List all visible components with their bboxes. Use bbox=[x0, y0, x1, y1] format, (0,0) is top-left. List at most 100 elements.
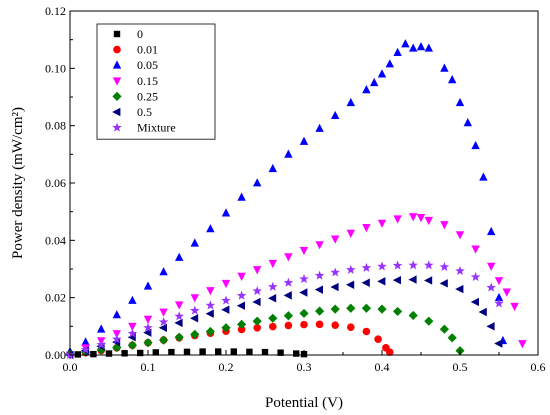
data-point bbox=[190, 314, 199, 323]
y-tick-label: 0.08 bbox=[45, 119, 66, 133]
data-point bbox=[268, 281, 278, 291]
data-point bbox=[143, 315, 153, 324]
legend: 0 0.010.05 0.150.25 0.5 Mixture bbox=[96, 23, 216, 140]
data-point bbox=[112, 310, 121, 319]
x-tick-label: 0.5 bbox=[453, 360, 468, 374]
data-point bbox=[361, 262, 372, 272]
data-point bbox=[90, 350, 97, 358]
data-point bbox=[510, 302, 519, 312]
data-point bbox=[268, 294, 277, 303]
data-point bbox=[494, 277, 504, 286]
data-point bbox=[331, 321, 340, 329]
data-point bbox=[152, 349, 159, 356]
data-point bbox=[448, 75, 457, 84]
x-tick-label: 0.0 bbox=[63, 360, 78, 374]
data-point bbox=[190, 238, 199, 247]
data-point bbox=[424, 216, 433, 226]
series-1 bbox=[81, 320, 394, 357]
y-axis: 0.00 0.02 0.04 0.06 0.08 0.10 0.12 bbox=[45, 4, 75, 362]
data-point bbox=[221, 305, 230, 314]
data-point bbox=[143, 322, 153, 332]
data-point bbox=[284, 149, 293, 158]
data-point bbox=[486, 282, 496, 292]
data-point bbox=[174, 311, 184, 321]
data-point bbox=[205, 309, 214, 318]
data-point bbox=[330, 304, 340, 314]
data-point bbox=[392, 260, 403, 270]
data-point bbox=[268, 313, 278, 323]
data-point bbox=[252, 297, 261, 307]
data-point bbox=[253, 323, 261, 332]
data-point bbox=[330, 282, 339, 292]
data-point bbox=[424, 43, 433, 52]
data-point bbox=[470, 272, 481, 282]
legend-marker bbox=[113, 30, 121, 38]
data-point bbox=[377, 69, 387, 78]
data-point bbox=[408, 260, 418, 270]
data-point bbox=[143, 338, 153, 348]
data-point bbox=[447, 333, 457, 343]
legend-label: Mixture bbox=[137, 121, 176, 135]
data-point bbox=[97, 324, 106, 333]
data-point bbox=[96, 345, 106, 355]
data-point bbox=[174, 332, 184, 342]
data-point bbox=[236, 301, 245, 310]
data-point bbox=[96, 339, 106, 349]
data-point bbox=[299, 308, 309, 319]
data-point bbox=[401, 39, 410, 48]
data-point bbox=[377, 219, 387, 228]
data-point bbox=[252, 316, 262, 326]
legend-marker bbox=[112, 122, 122, 132]
data-point bbox=[374, 335, 382, 344]
data-point bbox=[470, 297, 479, 307]
data-point bbox=[127, 340, 137, 350]
data-point bbox=[314, 270, 325, 280]
data-point bbox=[361, 278, 370, 287]
data-point bbox=[346, 229, 355, 238]
data-point bbox=[502, 288, 511, 297]
data-point bbox=[127, 328, 138, 338]
y-tick-label: 0.10 bbox=[45, 61, 66, 75]
data-point bbox=[253, 178, 262, 187]
data-point bbox=[221, 323, 231, 333]
data-point bbox=[439, 279, 448, 288]
data-point bbox=[424, 260, 434, 270]
data-point bbox=[299, 274, 309, 284]
data-point bbox=[175, 252, 184, 261]
data-point bbox=[112, 330, 121, 339]
x-axis-label: Potential (V) bbox=[265, 395, 343, 411]
data-point bbox=[478, 307, 487, 317]
data-point bbox=[455, 97, 465, 107]
data-point bbox=[237, 272, 246, 281]
data-point bbox=[159, 335, 169, 345]
data-point bbox=[314, 285, 323, 294]
data-point bbox=[494, 292, 504, 302]
data-point bbox=[494, 339, 503, 348]
data-point bbox=[518, 340, 527, 349]
data-point bbox=[300, 320, 308, 329]
y-tick-label: 0.02 bbox=[45, 291, 66, 305]
series-2 bbox=[65, 39, 508, 355]
data-point bbox=[385, 59, 394, 68]
x-axis: 0.0 0.1 0.2 0.3 0.4 0.5 0.6 bbox=[63, 350, 546, 374]
data-point bbox=[221, 279, 231, 289]
data-point bbox=[284, 321, 293, 330]
legend-marker bbox=[112, 60, 122, 69]
data-point bbox=[487, 226, 496, 236]
data-point bbox=[424, 276, 433, 285]
data-point bbox=[158, 317, 169, 327]
data-point bbox=[409, 213, 418, 222]
data-point bbox=[471, 140, 480, 150]
data-point bbox=[246, 348, 253, 356]
data-point bbox=[494, 298, 504, 308]
data-point bbox=[377, 261, 387, 271]
y-tick-label: 0.12 bbox=[45, 4, 66, 18]
data-point bbox=[299, 288, 308, 297]
x-tick-label: 0.6 bbox=[531, 360, 546, 374]
data-point bbox=[112, 334, 122, 344]
series-3 bbox=[65, 213, 527, 360]
data-point bbox=[190, 329, 200, 339]
legend-label: 0.01 bbox=[137, 43, 158, 57]
x-tick-label: 0.4 bbox=[375, 360, 390, 374]
